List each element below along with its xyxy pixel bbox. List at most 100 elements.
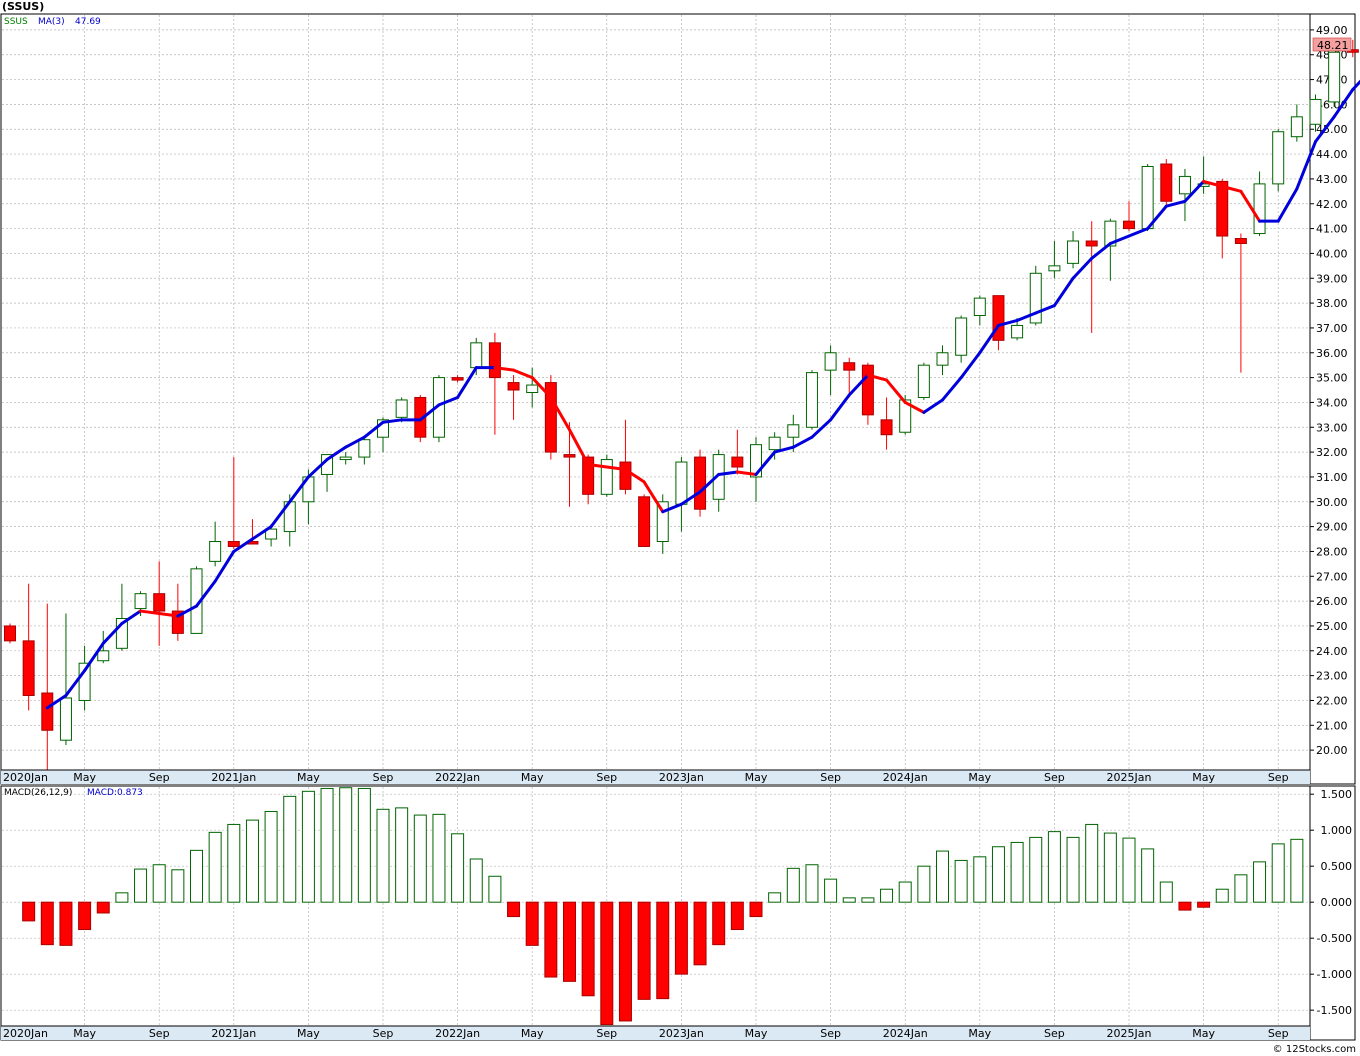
macd-histogram-bar [1066,836,1080,903]
moving-average-segment [1220,184,1243,193]
macd-histogram-bar [898,881,912,903]
candle-body [1104,220,1117,247]
macd-histogram-bar [264,810,278,903]
moving-average-segment [1108,234,1131,245]
macd-date-label: May [745,1027,768,1040]
price-tick-label: 37.00 [1316,322,1348,335]
price-tick-label: 43.00 [1316,173,1348,186]
macd-date-label: Sep [1044,1027,1065,1040]
macd-histogram-bar [1253,861,1267,903]
candle-body [209,541,222,562]
candle-body [899,399,912,433]
candle-body [1067,240,1080,264]
candle-body [1272,131,1285,185]
macd-histogram-bar [842,897,856,903]
moving-average-segment [623,467,646,484]
candle-body [992,295,1005,341]
price-tick-label: 41.00 [1316,223,1348,236]
macd-histogram-bar [656,901,670,1000]
macd-histogram-bar [96,901,110,914]
moving-average-segment [922,398,944,414]
moving-average-segment [1202,179,1224,188]
candle-body [78,662,91,701]
moving-average-segment [773,445,795,454]
moving-average-segment [829,393,851,422]
macd-histogram-bar [525,901,539,946]
candle-body [97,650,110,662]
macd-date-label: May [1192,1027,1215,1040]
candle-body [805,372,818,428]
macd-histogram-bar [134,868,148,903]
candle-body [917,364,930,398]
legend-symbol: SSUS [4,17,28,27]
macd-histogram-bar [749,901,763,918]
candle-body [1048,265,1061,272]
moving-average-segment [885,378,907,404]
moving-average-segment [586,463,609,469]
price-date-label: Sep [1268,771,1289,784]
price-date-label: May [297,771,320,784]
candle-body [1290,116,1303,138]
price-date-label: 2024Jan [883,771,928,784]
candle-body [1328,51,1341,103]
macd-histogram-bar [152,864,166,903]
moving-average-segment [1276,187,1299,223]
macd-tick-label: 1.500 [1321,788,1353,801]
macd-tick-label: -1.000 [1317,968,1352,981]
macd-histogram-bar [861,897,875,903]
price-tick-label: 29.00 [1316,521,1348,534]
moving-average-segment [1351,79,1360,92]
macd-histogram-bar [78,901,92,931]
macd-histogram-bar [301,790,315,903]
moving-average-segment [1164,199,1187,208]
price-tick-label: 31.00 [1316,471,1348,484]
moving-average-segment [1071,256,1094,280]
moving-average-segment [45,693,68,710]
candle-body [712,454,725,500]
candle-body [1160,163,1173,202]
macd-histogram-bar [59,901,73,946]
macd-date-label: May [521,1027,544,1040]
moving-average-segment [847,373,870,397]
candle-body [600,459,613,495]
macd-histogram-bar [22,901,36,922]
macd-histogram-bar [600,901,614,1026]
macd-legend-name: MACD(26,12,9) [4,788,72,798]
moving-average-segment [866,373,889,382]
candle-body [134,593,147,610]
candle-body [1141,165,1154,230]
candle-body [1178,175,1191,195]
moving-average-line [45,79,1360,710]
price-date-label: Sep [373,771,394,784]
moving-average-segment [549,395,571,432]
candle-body [955,317,968,356]
candle-body [843,362,856,371]
price-tick-label: 42.00 [1316,198,1348,211]
last-price-badge [1312,37,1352,52]
price-tick-label: 40.00 [1316,247,1348,260]
candle-body [619,461,632,490]
macd-histogram-bar [283,795,297,903]
moving-average-segment [269,500,292,529]
watermark: © 12Stocks.com [1273,1044,1356,1055]
macd-histogram-bar [786,867,800,903]
macd-histogram-bar [395,807,409,903]
moving-average-segment [568,428,590,467]
price-tick-label: 36.00 [1316,347,1348,360]
macd-tick-label: -1.500 [1317,1004,1352,1017]
moving-average-segment [362,420,385,439]
moving-average-segment [941,376,963,402]
macd-histogram-bar [824,878,838,903]
macd-y-axis: 1.500 1.000 0.500 0.000 -0.500 -1.000 -1.500 [1309,786,1353,1040]
price-tick-label: 22.00 [1316,694,1348,707]
macd-histogram-bar [1159,881,1173,903]
macd-histogram-bar [320,787,334,903]
macd-histogram-bar [1047,831,1061,903]
candle-body [973,297,986,317]
macd-legend-value: MACD:0.873 [87,788,143,798]
price-tick-label: 38.00 [1316,297,1348,310]
moving-average-segment [456,366,478,399]
macd-histogram-bar [488,875,502,903]
macd-histogram-bar [973,856,987,903]
macd-histogram-bar [432,813,446,903]
